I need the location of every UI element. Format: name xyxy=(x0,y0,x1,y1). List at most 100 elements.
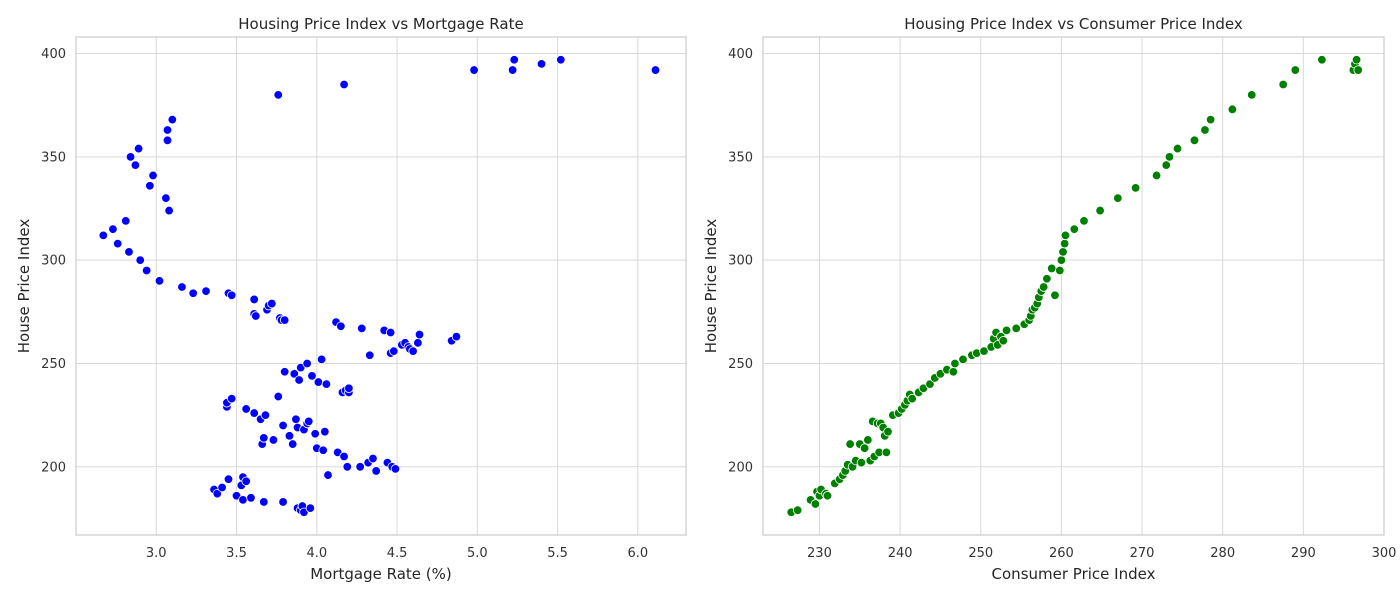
scatter-point xyxy=(273,90,283,100)
x-tick-label: 240 xyxy=(888,546,913,561)
scatter-point xyxy=(294,375,304,385)
scatter-point xyxy=(141,265,152,276)
scatter-point xyxy=(279,367,290,377)
scatter-point xyxy=(1130,183,1141,193)
scatter-point xyxy=(859,443,870,453)
x-tick-label: 5.0 xyxy=(467,546,488,561)
scatter-point xyxy=(810,499,821,509)
scatter-point xyxy=(1161,160,1171,170)
scatter-point xyxy=(385,327,396,338)
scatter-point xyxy=(792,505,803,515)
scatter-point xyxy=(268,435,279,445)
x-tick-label: 290 xyxy=(1291,546,1316,561)
scatter-point xyxy=(323,470,333,480)
scatter-point xyxy=(217,482,227,493)
scatter-point xyxy=(1050,290,1060,300)
scatter-point xyxy=(238,495,248,505)
scatter-point xyxy=(1042,274,1052,284)
scatter-point xyxy=(414,329,425,340)
scatter-point xyxy=(98,230,108,241)
scatter-point xyxy=(113,238,123,249)
scatter-point xyxy=(316,354,327,365)
scatter-point xyxy=(227,290,237,300)
scatter-point xyxy=(1056,255,1067,265)
scatter-point xyxy=(1227,104,1238,115)
scatter-point xyxy=(249,408,259,418)
scatter-point xyxy=(881,447,892,458)
scatter-point xyxy=(950,358,960,369)
chart-title: Housing Price Index vs Mortgage Rate xyxy=(238,15,523,33)
scatter-point xyxy=(336,321,346,331)
scatter-point xyxy=(251,311,261,321)
scatter-point xyxy=(1038,282,1049,292)
scatter-point xyxy=(167,114,178,125)
scatter-point xyxy=(1060,230,1071,241)
scatter-point xyxy=(321,379,332,389)
scatter-point xyxy=(241,404,251,414)
scatter-point xyxy=(320,426,330,437)
y-tick-label: 250 xyxy=(728,357,753,372)
scatter-point xyxy=(284,431,295,441)
scatter-point xyxy=(145,181,155,191)
scatter-point xyxy=(177,282,187,292)
scatter-point xyxy=(260,410,271,420)
scatter-point xyxy=(304,416,314,427)
scatter-point xyxy=(1278,79,1288,90)
x-tick-label: 260 xyxy=(1049,546,1074,561)
scatter-point xyxy=(1059,238,1070,249)
scatter-point xyxy=(164,205,174,216)
scatter-point xyxy=(1205,114,1216,125)
scatter-point xyxy=(121,216,131,226)
scatter-point xyxy=(907,393,917,404)
scatter-point xyxy=(451,331,462,342)
y-tick-label: 300 xyxy=(728,254,753,269)
scatter-point xyxy=(925,379,935,389)
scatter-point xyxy=(845,439,855,449)
scatter-point xyxy=(201,286,211,296)
scatter-point xyxy=(856,457,867,468)
scatter-point xyxy=(1047,263,1057,274)
scatter-point xyxy=(368,453,378,464)
x-tick-label: 300 xyxy=(1372,546,1397,561)
scatter-point xyxy=(1113,193,1123,203)
scatter-point xyxy=(509,55,519,65)
scatter-point xyxy=(313,377,324,387)
scatter-point xyxy=(223,474,234,484)
x-tick-label: 250 xyxy=(968,546,993,561)
scatter-point xyxy=(365,350,375,360)
scatter-point xyxy=(390,464,401,474)
scatter-point xyxy=(289,369,300,379)
scatter-point xyxy=(278,420,288,431)
scatter-point xyxy=(357,323,367,334)
scatter-point xyxy=(133,143,144,154)
x-tick-label: 3.5 xyxy=(226,546,247,561)
x-tick-label: 6.0 xyxy=(627,546,648,561)
scatter-point xyxy=(259,497,269,507)
scatter-point xyxy=(948,367,959,377)
scatter-point xyxy=(998,336,1009,346)
scatter-point xyxy=(1164,152,1175,162)
scatter-point xyxy=(212,488,222,499)
scatter-point xyxy=(279,315,290,325)
plot-frame xyxy=(762,36,1385,536)
x-tick-label: 3.0 xyxy=(146,546,167,561)
x-tick-label: 270 xyxy=(1130,546,1155,561)
x-tick-label: 5.5 xyxy=(547,546,568,561)
scatter-point xyxy=(310,429,320,439)
scatter-point xyxy=(259,433,269,443)
scatter-point xyxy=(469,65,479,75)
x-axis-label: Consumer Price Index xyxy=(992,565,1156,583)
scatter-point xyxy=(339,451,349,462)
y-tick-label: 300 xyxy=(41,254,66,269)
scatter-point xyxy=(556,55,566,65)
scatter-point xyxy=(344,383,354,393)
scatter-point xyxy=(249,294,259,305)
scatter-point xyxy=(355,462,365,472)
scatter-point xyxy=(161,193,171,203)
scatter-point xyxy=(305,503,316,513)
scatter-point xyxy=(1172,143,1183,154)
x-tick-label: 4.5 xyxy=(387,546,408,561)
scatter-point xyxy=(1069,224,1080,234)
x-tick-label: 280 xyxy=(1210,546,1235,561)
